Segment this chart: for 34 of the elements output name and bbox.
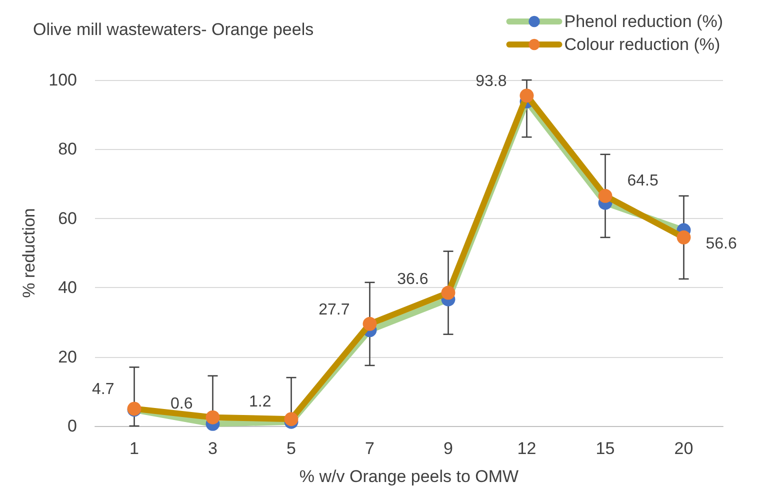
point [441,286,456,300]
point [598,188,612,203]
point [676,230,691,244]
data-label: 0.6 [170,395,193,412]
x-tick-label: 12 [517,439,536,458]
point [520,88,534,103]
legend-label: Phenol reduction (%) [564,12,724,31]
y-tick-label: 20 [58,347,77,366]
x-tick-label: 5 [286,439,296,458]
legend-label: Colour reduction (%) [564,35,720,54]
data-label: 64.5 [627,172,658,190]
chart-title: Olive mill wastewaters- Orange peels [33,20,314,39]
x-tick-label: 9 [444,439,453,458]
point [284,412,298,426]
data-label: 56.6 [706,236,737,253]
x-tick-label: 20 [674,439,694,458]
y-tick-label: 100 [48,70,77,90]
x-tick-label: 3 [208,439,218,458]
point [206,410,220,424]
x-tick-label: 7 [365,439,374,458]
x-tick-label: 15 [596,439,615,458]
y-tick-label: 60 [58,208,77,228]
x-tick-label: 1 [130,439,139,458]
y-tick-label: 0 [68,416,77,436]
data-label: 36.6 [397,270,428,288]
y-tick-label: 40 [58,278,77,298]
data-label: 27.7 [318,302,350,319]
y-axis-title: % reduction [20,208,39,298]
data-label: 1.2 [249,393,272,410]
y-tick-label: 80 [58,140,77,159]
point [362,316,377,331]
data-label: 93.8 [476,72,507,90]
data-label: 4.7 [92,381,114,398]
x-axis-title: % w/v Orange peels to OMW [299,467,519,486]
